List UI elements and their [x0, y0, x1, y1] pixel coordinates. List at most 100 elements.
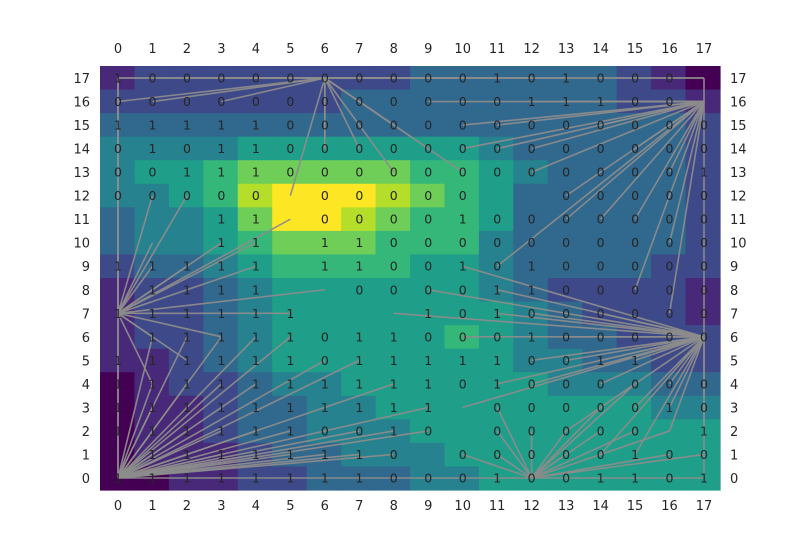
x-tick-label-bottom: 0 — [114, 499, 122, 514]
cell-value-label: 0 — [286, 118, 294, 133]
cell-value-label: 1 — [700, 165, 708, 180]
heatmap-cell — [444, 348, 480, 373]
graph-edge — [497, 100, 705, 126]
cell-value-label: 0 — [252, 188, 260, 203]
cell-value-label: 0 — [321, 94, 329, 109]
cell-value-label: 0 — [666, 447, 674, 462]
cell-value-label: 0 — [700, 282, 708, 297]
cell-value-label: 0 — [597, 118, 605, 133]
cell-value-label: 1 — [183, 400, 191, 415]
y-tick-label-left: 9 — [82, 260, 90, 275]
graph-edge — [117, 195, 188, 314]
cell-value-label: 1 — [183, 447, 191, 462]
cell-value-label: 0 — [493, 423, 501, 438]
x-tick-label-top: 3 — [217, 42, 225, 57]
heatmap-cell — [582, 207, 618, 232]
cell-value-label: 1 — [183, 306, 191, 321]
cell-value-label: 0 — [528, 212, 536, 227]
cell-value-label: 1 — [183, 329, 191, 344]
cell-value-label: 0 — [666, 188, 674, 203]
cell-value-label: 1 — [355, 400, 363, 415]
cell-value-label: 1 — [700, 471, 708, 486]
graph-edge — [531, 100, 705, 150]
cell-value-label: 0 — [562, 212, 570, 227]
graph-edge — [668, 101, 705, 243]
cell-value-label: 0 — [390, 118, 398, 133]
x-tick-label-top: 16 — [661, 42, 678, 57]
cell-value-label: 0 — [148, 165, 156, 180]
cell-value-label: 0 — [493, 447, 501, 462]
x-tick-label-bottom: 6 — [321, 499, 329, 514]
y-tick-label-right: 13 — [730, 166, 747, 181]
heatmap-cell — [651, 207, 687, 232]
cell-value-label: 0 — [390, 282, 398, 297]
heatmap-cell — [410, 325, 446, 350]
y-tick-label-right: 16 — [730, 96, 747, 111]
heatmap-cell — [375, 183, 411, 208]
x-tick-label-top: 14 — [592, 42, 609, 57]
cell-value-label: 0 — [528, 118, 536, 133]
graph-edge — [531, 336, 705, 362]
cell-value-label: 0 — [631, 306, 639, 321]
graph-edge — [117, 242, 222, 314]
cell-value-label: 1 — [286, 471, 294, 486]
heatmap-cell — [513, 348, 549, 373]
cell-value-label: 0 — [666, 94, 674, 109]
x-tick-label-bottom: 12 — [523, 499, 540, 514]
y-tick-label-right: 1 — [730, 448, 738, 463]
cell-value-label: 1 — [114, 353, 122, 368]
x-tick-label-bottom: 4 — [252, 499, 260, 514]
heatmap-cell — [513, 183, 549, 208]
cell-value-label: 0 — [562, 188, 570, 203]
y-tick-label-left: 8 — [82, 284, 90, 299]
graph-edge — [496, 453, 533, 479]
graph-edge — [462, 265, 705, 338]
cell-value-label: 0 — [390, 141, 398, 156]
cell-value-label: 1 — [183, 471, 191, 486]
cell-value-label: 1 — [355, 447, 363, 462]
cell-value-label: 1 — [666, 400, 674, 415]
cell-value-label: 0 — [631, 376, 639, 391]
heatmap-cell — [685, 113, 721, 138]
heatmap-cell — [685, 207, 721, 232]
graph-edge — [668, 101, 705, 173]
cell-value-label: 0 — [700, 306, 708, 321]
cell-value-label: 0 — [562, 306, 570, 321]
cell-value-label: 1 — [183, 118, 191, 133]
heatmap-cell — [134, 136, 170, 161]
cell-value-label: 0 — [562, 235, 570, 250]
heatmap-cell — [444, 254, 480, 279]
heatmap-cell — [341, 207, 377, 232]
cell-value-label: 1 — [493, 471, 501, 486]
cell-value-label: 1 — [424, 400, 432, 415]
x-tick-label-top: 13 — [558, 42, 575, 57]
cell-value-label: 0 — [459, 282, 467, 297]
cell-value-label: 0 — [528, 447, 536, 462]
heatmap-cell — [444, 419, 480, 444]
graph-edge — [531, 453, 705, 479]
cell-value-label: 0 — [493, 329, 501, 344]
heatmap-cell — [582, 183, 618, 208]
cell-value-label: 0 — [562, 471, 570, 486]
heatmap-cell — [134, 89, 170, 114]
heatmap-cell — [272, 183, 308, 208]
cell-value-label: 1 — [424, 353, 432, 368]
heatmap-cell — [444, 207, 480, 232]
heatmap-cell — [616, 278, 652, 303]
cell-value-label: 0 — [321, 118, 329, 133]
cell-value-label: 1 — [286, 329, 294, 344]
heatmap-cell — [272, 372, 308, 397]
cell-value-label: 1 — [148, 376, 156, 391]
cell-value-labels: 1 0 0 0 0 0 0 0 0 0 0 1 0 1 0 0 0 0 0 0 0 0 0 0 0 0 0 0 0 1 1 1 0 0 1 1 1 1 1 0… — [114, 71, 708, 486]
cell-value-label: 0 — [114, 188, 122, 203]
x-tick-label-top: 12 — [523, 42, 540, 57]
cell-value-label: 1 — [286, 400, 294, 415]
cell-value-label: 0 — [666, 306, 674, 321]
cell-value-label: 0 — [321, 188, 329, 203]
heatmap-cell — [685, 301, 721, 326]
cell-value-label: 1 — [252, 282, 260, 297]
cell-value-label: 0 — [631, 165, 639, 180]
cell-value-label: 1 — [148, 259, 156, 274]
cell-value-label: 1 — [528, 259, 536, 274]
